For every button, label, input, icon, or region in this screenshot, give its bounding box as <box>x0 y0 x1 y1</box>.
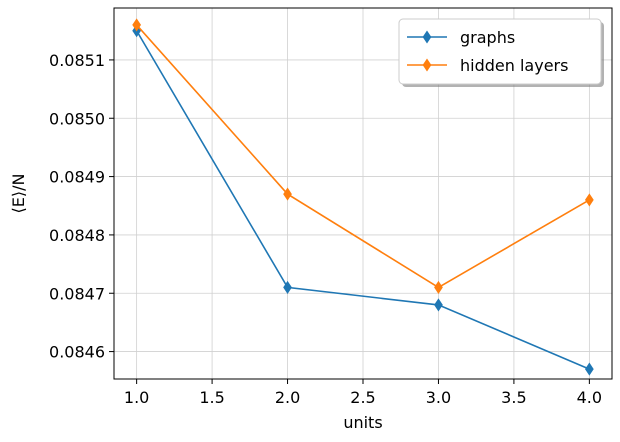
legend-label-1: graphs <box>460 28 515 47</box>
data-point-2-1 <box>132 18 141 32</box>
legend: graphs hidden layers <box>398 18 604 87</box>
x-tick-label: 2.5 <box>350 388 375 407</box>
x-tick-label: 4.0 <box>577 388 602 407</box>
legend-label-2: hidden layers <box>460 56 568 75</box>
data-point-1-2 <box>283 280 292 294</box>
data-point-2-4 <box>585 193 594 207</box>
legend-marker-2 <box>422 58 432 72</box>
y-tick-label: 0.0850 <box>49 109 105 128</box>
data-point-1-3 <box>434 298 443 312</box>
y-tick-label: 0.0846 <box>49 343 105 362</box>
x-tick-label: 1.5 <box>199 388 224 407</box>
y-axis-label: ⟨E⟩/N <box>9 174 28 214</box>
legend-box <box>398 18 602 85</box>
x-tick-label: 1.0 <box>124 388 149 407</box>
y-tick-label: 0.0848 <box>49 226 105 245</box>
ticks: 1.0 1.5 2.0 2.5 3.0 3.5 4.0 0.0846 0.0847 0.0848 0… <box>49 51 602 407</box>
y-tick-label: 0.0847 <box>49 284 105 303</box>
series-line-2 <box>136 24 590 289</box>
series-line-1 <box>135 30 590 370</box>
y-tick-label: 0.0849 <box>49 168 105 187</box>
x-tick-label: 2.0 <box>275 388 300 407</box>
data-point-2-2 <box>283 187 292 201</box>
data-point-1-4 <box>585 362 594 376</box>
series-layer <box>132 18 594 376</box>
legend-marker-1 <box>422 30 432 44</box>
data-point-2-3 <box>434 280 443 294</box>
x-tick-label: 3.0 <box>426 388 451 407</box>
x-tick-label: 3.5 <box>501 388 526 407</box>
x-axis-label: units <box>343 413 382 432</box>
y-tick-label: 0.0851 <box>49 51 105 70</box>
